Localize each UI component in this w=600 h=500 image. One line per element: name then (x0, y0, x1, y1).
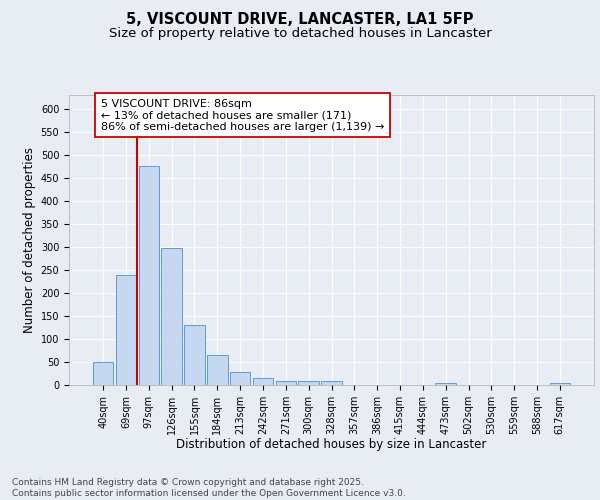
Bar (93, 362, 113, 385)
Bar (436, 383, 456, 385)
Text: Contains HM Land Registry data © Crown copyright and database right 2025.
Contai: Contains HM Land Registry data © Crown c… (12, 478, 406, 498)
Text: 5, VISCOUNT DRIVE, LANCASTER, LA1 5FP: 5, VISCOUNT DRIVE, LANCASTER, LA1 5FP (126, 12, 474, 28)
Bar (184, 325, 205, 385)
Bar (207, 355, 227, 385)
Bar (275, 381, 296, 385)
Bar (230, 372, 250, 385)
X-axis label: Distribution of detached houses by size in Lancaster: Distribution of detached houses by size … (176, 438, 487, 452)
Bar (550, 383, 570, 385)
Bar (161, 248, 182, 385)
Text: 5 VISCOUNT DRIVE: 86sqm
← 13% of detached houses are smaller (171)
86% of semi-d: 5 VISCOUNT DRIVE: 86sqm ← 13% of detache… (101, 98, 384, 132)
Text: Size of property relative to detached houses in Lancaster: Size of property relative to detached ho… (109, 28, 491, 40)
Bar (116, 274, 136, 385)
Y-axis label: Number of detached properties: Number of detached properties (23, 147, 37, 333)
Bar (253, 378, 273, 385)
Bar (321, 382, 342, 385)
Bar (298, 381, 319, 385)
Bar (139, 166, 159, 385)
